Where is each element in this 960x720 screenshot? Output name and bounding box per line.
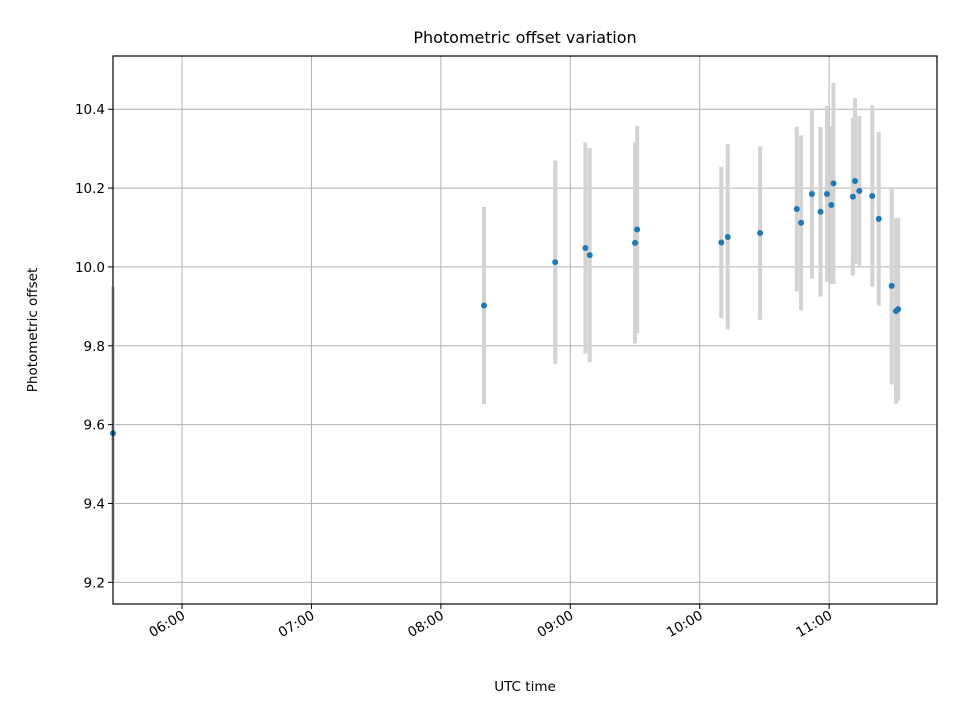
data-point bbox=[823, 190, 830, 197]
data-point bbox=[634, 226, 641, 233]
y-tick-label: 9.6 bbox=[84, 418, 105, 434]
y-tick-label: 10.4 bbox=[75, 102, 105, 118]
data-point bbox=[757, 230, 764, 237]
y-tick-label: 9.4 bbox=[84, 496, 105, 512]
data-points bbox=[110, 177, 902, 437]
x-axis-label: UTC time bbox=[494, 679, 556, 695]
data-point bbox=[828, 202, 835, 209]
data-point bbox=[856, 187, 863, 194]
data-point bbox=[888, 282, 895, 289]
data-point bbox=[481, 302, 488, 309]
data-point bbox=[586, 252, 593, 259]
data-point bbox=[798, 219, 805, 226]
data-point bbox=[895, 306, 902, 313]
data-point bbox=[817, 208, 824, 215]
y-tick-label: 9.2 bbox=[84, 575, 105, 591]
y-tick-label: 9.8 bbox=[84, 339, 105, 355]
data-point bbox=[582, 244, 589, 251]
data-point bbox=[718, 239, 725, 246]
data-point bbox=[830, 180, 837, 187]
data-point bbox=[552, 259, 559, 266]
data-point bbox=[724, 233, 731, 240]
y-tick-label: 10.0 bbox=[75, 260, 105, 276]
data-point bbox=[852, 177, 859, 184]
data-point bbox=[869, 192, 876, 199]
grid bbox=[113, 56, 937, 604]
y-tick-label: 10.2 bbox=[75, 181, 105, 197]
data-point bbox=[875, 215, 882, 222]
plot-frame bbox=[112, 55, 938, 605]
y-axis-ticks: 9.2 9.4 9.6 9.8 10.0 10.2 10.4 bbox=[75, 102, 113, 591]
data-point bbox=[849, 193, 856, 200]
chart-title: Photometric offset variation bbox=[413, 28, 636, 47]
y-axis-label: Photometric offset bbox=[25, 268, 41, 392]
data-point bbox=[632, 239, 639, 246]
data-point bbox=[808, 190, 815, 197]
data-point bbox=[793, 205, 800, 212]
